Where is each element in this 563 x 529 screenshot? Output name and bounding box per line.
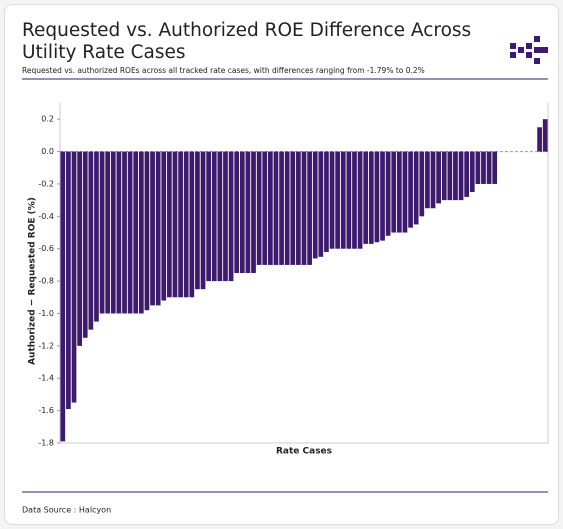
y-tick-label: -0.4 [38, 212, 54, 221]
bar [363, 151, 369, 244]
bar [290, 151, 296, 265]
bar [127, 151, 133, 314]
y-tick-label: -1.4 [38, 374, 54, 383]
bar [267, 151, 273, 265]
bar [217, 151, 223, 282]
bar [228, 151, 234, 282]
bar [368, 151, 374, 244]
bar [256, 151, 262, 265]
bar [385, 151, 391, 236]
y-tick-label: 0.0 [41, 147, 54, 156]
bar [155, 151, 161, 306]
bar [441, 151, 447, 201]
bar [172, 151, 178, 298]
y-tick-label: -0.2 [38, 179, 54, 188]
y-tick-label: 0.2 [41, 115, 54, 124]
bar [397, 151, 402, 233]
bar [251, 151, 256, 273]
bar [425, 151, 430, 209]
bar [307, 151, 312, 265]
bar [138, 151, 144, 314]
bar [357, 151, 363, 249]
bar [475, 151, 481, 184]
bar [189, 151, 195, 298]
y-tick-label: -0.6 [38, 244, 54, 253]
bar [419, 151, 425, 217]
bar [122, 151, 127, 314]
y-tick-label: -1.8 [38, 439, 54, 448]
bar [481, 151, 486, 184]
y-tick-label: -1.6 [38, 406, 54, 415]
bar [150, 151, 155, 306]
bar [430, 151, 436, 209]
bar [542, 119, 548, 152]
bar [413, 151, 419, 225]
bar [239, 151, 245, 273]
subtitle: Requested vs. authorized ROEs across all… [22, 66, 425, 75]
bar [408, 151, 413, 228]
bar [178, 151, 183, 298]
bar [492, 151, 498, 184]
bar [486, 151, 492, 184]
bar [183, 151, 189, 298]
bar [312, 151, 318, 259]
bar [60, 151, 66, 442]
source: Data Source : Halcyon [22, 506, 111, 515]
bar [262, 151, 268, 265]
bar [458, 151, 464, 201]
bar [88, 151, 94, 330]
bar [110, 151, 116, 314]
bar [144, 151, 150, 311]
bar [211, 151, 217, 282]
bar [436, 151, 441, 204]
bar [329, 151, 335, 249]
y-tick-label: -1.2 [38, 341, 54, 350]
bar [380, 151, 385, 241]
bar [352, 151, 357, 249]
bar [374, 151, 380, 243]
plot-frame [59, 103, 549, 444]
bar [537, 127, 542, 152]
bar [99, 151, 105, 314]
bar [273, 151, 279, 265]
bar [206, 151, 211, 282]
bar [200, 151, 206, 290]
bar [66, 151, 71, 410]
bar [464, 151, 470, 197]
bar [301, 151, 307, 265]
bar [161, 151, 167, 301]
y-axis-label: Authorized − Requested ROE (%) [28, 197, 38, 365]
bar [234, 151, 240, 273]
bar [296, 151, 301, 265]
y-tick-label: -0.8 [38, 277, 54, 286]
chart-title: Requested vs. Authorized ROE Difference … [22, 20, 471, 63]
bar [453, 151, 458, 201]
bar [195, 151, 200, 290]
bar [82, 151, 88, 338]
bar [335, 151, 341, 249]
bar [105, 151, 111, 314]
bar [116, 151, 122, 314]
bar [340, 151, 346, 249]
bar [447, 151, 453, 201]
bar [469, 151, 475, 193]
bar [77, 151, 82, 346]
bar [318, 151, 324, 257]
bar [284, 151, 290, 265]
bar [391, 151, 397, 233]
y-tick-label: -1.0 [38, 309, 54, 318]
bar [245, 151, 251, 273]
bar [167, 151, 172, 298]
bar [279, 151, 284, 265]
bar [94, 151, 99, 322]
bar [346, 151, 352, 249]
bar [71, 151, 77, 403]
bar [402, 151, 408, 233]
bar [223, 151, 228, 282]
x-axis-label: Rate Cases [276, 447, 332, 457]
bar [324, 151, 329, 252]
logo [510, 36, 548, 64]
bar [133, 151, 139, 314]
